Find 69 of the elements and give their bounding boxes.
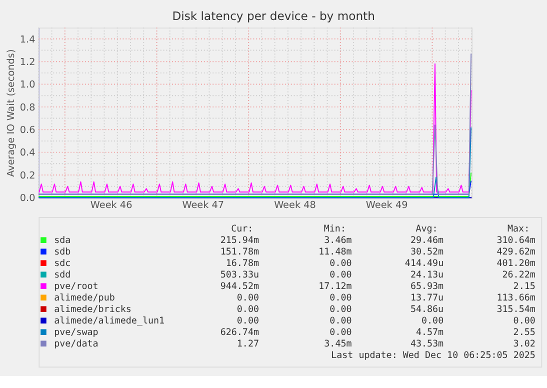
chart-title: Disk latency per device - by month (172, 8, 375, 23)
text: 0.00 (236, 315, 260, 326)
text: 0.00 (513, 315, 536, 326)
text: 2.55 (513, 326, 536, 338)
text: 401.20m (496, 258, 536, 269)
text: 626.74m (220, 326, 260, 338)
y-tick-label: 0.2 (20, 170, 36, 182)
legend-label: pve/swap (54, 326, 98, 338)
text: 13.77u (410, 292, 444, 304)
legend-label: pve/root (54, 280, 98, 292)
y-tick-label: 0.6 (20, 125, 36, 136)
text: Cur: (231, 223, 254, 234)
x-tick-label: Week 48 (274, 200, 316, 211)
text: 0.00 (330, 304, 352, 315)
text: 1.27 (236, 338, 260, 350)
text: 0.00 (422, 315, 444, 326)
text: 113.66m (496, 292, 536, 304)
y-tick-label: 1.2 (20, 56, 36, 68)
text: 3.46m (324, 234, 352, 246)
text: 17.12m (318, 280, 352, 292)
text: 0.00 (330, 292, 352, 304)
text: Min: (324, 223, 346, 234)
y-tick-label: 1.0 (20, 80, 36, 91)
y-tick-label: 0.4 (20, 148, 36, 159)
text: 2.15 (513, 280, 536, 292)
text: 215.94m (220, 234, 260, 246)
text: 414.49u (404, 258, 444, 269)
y-tick-label: 1.4 (20, 34, 36, 46)
text: 310.64m (496, 234, 536, 246)
text: 429.62m (496, 246, 536, 258)
text: 315.54m (496, 304, 536, 315)
x-tick-label: Week 46 (90, 200, 132, 211)
y-tick-label: 0.8 (20, 102, 36, 114)
text: 26.22m (502, 269, 536, 280)
y-axis-title: Average IO Wait (seconds) (6, 49, 18, 177)
x-tick-label: Week 49 (366, 200, 408, 211)
text: 503.33u (220, 269, 260, 280)
text: Avg: (416, 223, 438, 234)
text: Last update: Wed Dec 10 06:25:05 2025 (331, 350, 536, 361)
legend-label: pve/data (54, 338, 98, 350)
legend-label: alimede/pub (54, 292, 115, 304)
text: 29.46m (410, 234, 444, 246)
y-tick-label: 0.0 (20, 193, 36, 204)
text: 4.57m (416, 326, 444, 338)
text: 11.48m (318, 246, 352, 258)
legend-label: sda (54, 234, 71, 246)
text: 54.86u (410, 304, 444, 315)
text: 65.93m (410, 280, 444, 292)
legend-label: alimede/bricks (54, 304, 132, 315)
text: Max: (508, 223, 530, 234)
text: 0.00 (330, 326, 352, 338)
text: 0.00 (236, 292, 260, 304)
legend-label: sdb (54, 246, 71, 258)
legend-label: sdd (54, 269, 71, 280)
text: 30.52m (410, 246, 444, 258)
text: 43.53m (410, 338, 444, 350)
text: 24.13u (410, 269, 444, 280)
text: 16.78m (226, 258, 260, 269)
text: 3.02 (513, 338, 536, 350)
text: 0.00 (330, 269, 352, 280)
text: 3.45m (324, 338, 352, 350)
text: 944.52m (220, 280, 260, 292)
text: 0.00 (330, 315, 352, 326)
legend-label: alimede/alimede_lun1 (54, 315, 165, 326)
legend-label: sdc (54, 258, 71, 269)
x-tick-label: Week 47 (182, 200, 224, 211)
text: 0.00 (330, 258, 352, 269)
text: 0.00 (236, 304, 260, 315)
text: 151.78m (220, 246, 260, 258)
